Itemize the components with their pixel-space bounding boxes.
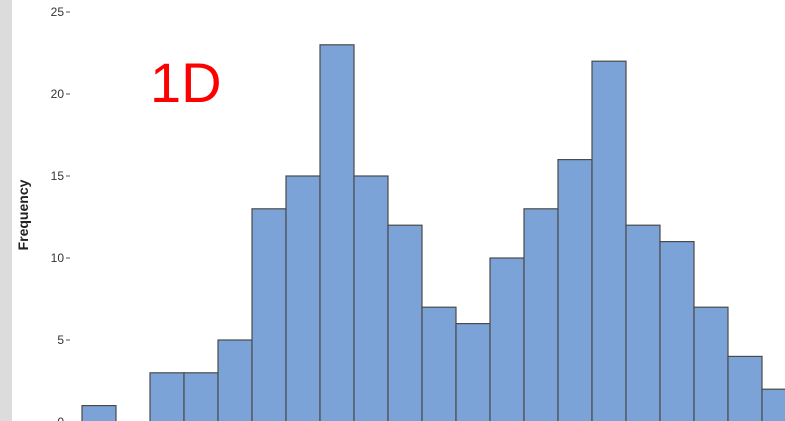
histogram-bar xyxy=(693,306,729,421)
histogram-bar xyxy=(421,306,457,421)
histogram-bar xyxy=(353,175,389,421)
y-tick-label: 15 xyxy=(51,169,65,183)
histogram-bar xyxy=(523,208,559,421)
y-axis-label: Frequency xyxy=(15,179,31,250)
histogram-bar xyxy=(285,175,321,421)
histogram-bar xyxy=(387,224,423,421)
chart-annotation: 1D xyxy=(150,51,222,114)
histogram-bar xyxy=(81,405,117,421)
histogram-bar xyxy=(251,208,287,421)
histogram-bar xyxy=(217,339,253,421)
histogram-bar xyxy=(183,372,219,421)
y-tick-label: 25 xyxy=(51,5,65,19)
y-axis: 0 5 10 15 20 25 xyxy=(51,5,70,421)
histogram-bar xyxy=(659,241,695,421)
y-tick-label: 0 xyxy=(57,415,64,421)
y-tick-label: 10 xyxy=(51,251,65,265)
histogram-bar xyxy=(557,159,593,421)
histogram-bar xyxy=(149,372,185,421)
histogram-bar xyxy=(319,44,355,421)
histogram-bar xyxy=(625,224,661,421)
axis-panel-strip xyxy=(0,0,12,421)
histogram-bar xyxy=(455,323,491,421)
y-tick-label: 20 xyxy=(51,87,65,101)
bars-group xyxy=(81,44,785,421)
histogram-bar xyxy=(489,257,525,421)
histogram-bar xyxy=(761,388,785,421)
histogram-bar xyxy=(727,355,763,421)
histogram-bar xyxy=(591,60,627,421)
y-tick-label: 5 xyxy=(57,333,64,347)
